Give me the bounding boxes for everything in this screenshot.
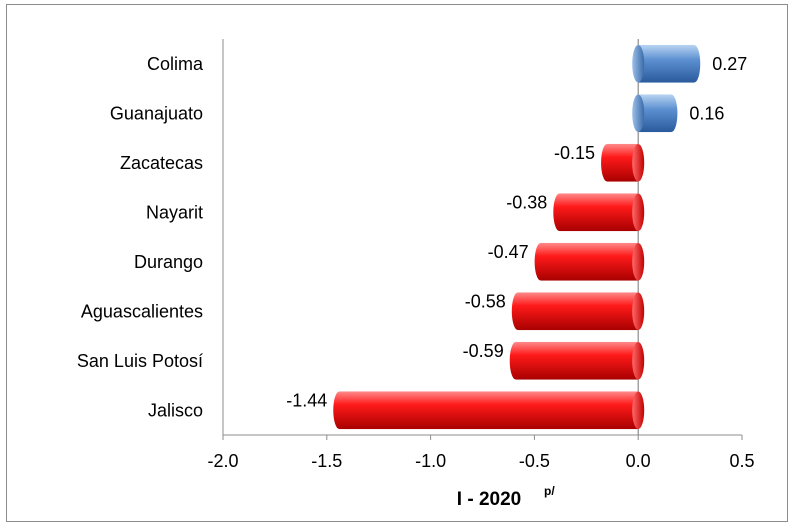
category-label: Colima xyxy=(147,54,204,74)
bar-chart: -2.0 -1.5 -1.0 -0.5 0.0 0.5 Colima 0.27 Guanaju… xyxy=(77,39,755,510)
category-label: Jalisco xyxy=(148,400,203,420)
bar-body xyxy=(515,341,639,380)
x-tick-label: -2.0 xyxy=(207,451,238,471)
bar-zacatecas xyxy=(601,143,645,182)
bar-end-cap xyxy=(511,292,524,331)
category-label: Aguascalientes xyxy=(81,301,203,321)
category-label: Nayarit xyxy=(146,202,203,222)
bar-durango xyxy=(534,242,645,281)
bar-start-cap xyxy=(632,292,645,331)
data-label: -0.47 xyxy=(488,242,529,262)
bar-end-cap xyxy=(333,391,346,430)
data-label: 0.16 xyxy=(689,103,724,123)
bar-end-cap xyxy=(553,193,566,232)
bar-aguascalientes xyxy=(511,292,645,331)
bar-end-cap xyxy=(688,44,701,83)
bar-body xyxy=(517,292,639,331)
bar-end-cap xyxy=(534,242,547,281)
category-label: Guanajuato xyxy=(110,103,203,123)
bars-layer xyxy=(333,44,701,430)
chart-frame: -2.0 -1.5 -1.0 -0.5 0.0 0.5 Colima 0.27 Guanaju… xyxy=(6,4,788,522)
category-label: San Luis Potosí xyxy=(77,351,203,371)
data-label: -0.38 xyxy=(506,192,547,212)
bar-jalisco xyxy=(333,391,645,430)
bar-start-cap xyxy=(632,341,645,380)
bar-san-luis-potos- xyxy=(509,341,645,380)
bar-start-cap xyxy=(632,94,645,133)
data-label: -0.58 xyxy=(465,291,506,311)
x-axis-title-superscript: p/ xyxy=(544,484,555,498)
bar-start-cap xyxy=(632,391,645,430)
bar-body xyxy=(559,193,639,232)
x-tick-label: -1.5 xyxy=(311,451,342,471)
bar-body xyxy=(638,44,695,83)
category-label: Durango xyxy=(134,252,203,272)
bar-end-cap xyxy=(665,94,678,133)
x-tick-label: 0.5 xyxy=(729,451,754,471)
data-label: -0.15 xyxy=(554,143,595,163)
bar-colima xyxy=(632,44,701,83)
category-label: Zacatecas xyxy=(120,153,203,173)
data-label: -1.44 xyxy=(286,390,327,410)
bar-body xyxy=(540,242,639,281)
bar-guanajuato xyxy=(632,94,678,133)
data-label: -0.59 xyxy=(463,341,504,361)
bar-start-cap xyxy=(632,242,645,281)
bar-body xyxy=(339,391,639,430)
x-tick-label: 0.0 xyxy=(626,451,651,471)
data-label: 0.27 xyxy=(712,54,747,74)
bar-nayarit xyxy=(553,193,645,232)
bar-start-cap xyxy=(632,193,645,232)
x-tick-label: -1.0 xyxy=(415,451,446,471)
bar-start-cap xyxy=(632,44,645,83)
bar-end-cap xyxy=(601,143,614,182)
bar-end-cap xyxy=(509,341,522,380)
x-tick-label: -0.5 xyxy=(519,451,550,471)
x-axis-title: I - 2020 xyxy=(457,489,521,510)
labels-layer: Colima 0.27 Guanajuato 0.16 Zacatecas -0.15 Na… xyxy=(77,54,747,421)
bar-start-cap xyxy=(632,143,645,182)
